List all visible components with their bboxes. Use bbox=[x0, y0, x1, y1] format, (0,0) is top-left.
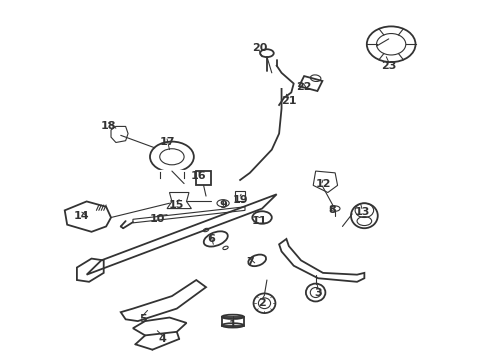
Text: 7: 7 bbox=[246, 257, 254, 267]
Text: 19: 19 bbox=[232, 195, 248, 204]
Text: 9: 9 bbox=[219, 200, 227, 210]
Text: 4: 4 bbox=[158, 334, 166, 344]
Bar bbox=[222, 317, 244, 325]
Text: 5: 5 bbox=[139, 314, 147, 324]
Bar bbox=[235, 191, 245, 201]
Text: 2: 2 bbox=[258, 298, 266, 308]
Text: 10: 10 bbox=[149, 214, 165, 224]
Text: 13: 13 bbox=[354, 207, 369, 217]
Text: 3: 3 bbox=[314, 288, 322, 297]
Text: 16: 16 bbox=[191, 171, 206, 181]
Text: 8: 8 bbox=[329, 205, 337, 215]
Text: 20: 20 bbox=[252, 43, 268, 53]
Text: 12: 12 bbox=[315, 179, 331, 189]
Text: 6: 6 bbox=[207, 234, 215, 244]
Text: 11: 11 bbox=[252, 216, 268, 226]
Text: 15: 15 bbox=[169, 200, 184, 210]
Text: 23: 23 bbox=[381, 61, 396, 71]
Text: 1: 1 bbox=[229, 320, 237, 330]
Bar bbox=[299, 76, 322, 91]
Text: 21: 21 bbox=[281, 96, 296, 107]
Text: 17: 17 bbox=[159, 138, 175, 148]
Bar bbox=[196, 171, 211, 185]
Text: 18: 18 bbox=[101, 121, 116, 131]
Text: 22: 22 bbox=[296, 82, 311, 92]
Text: 14: 14 bbox=[74, 211, 90, 221]
